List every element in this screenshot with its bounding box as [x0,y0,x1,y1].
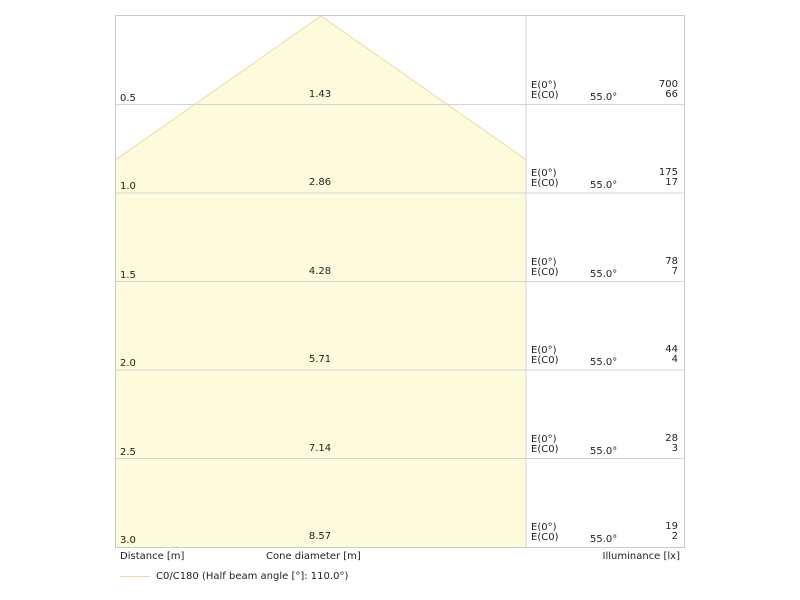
distance-value: 1.0 [120,181,136,192]
diagram-frame [115,15,685,548]
illuminance-ec0: 17 [665,177,678,188]
angle-value: 55.0° [590,268,618,280]
illuminance-ec0: 3 [671,442,678,454]
cone-diameter-value: 5.71 [308,354,332,365]
e0-label: E(0°) [531,256,557,268]
cone-diameter-value: 7.14 [308,442,332,454]
e0-label: E(0°) [531,345,557,356]
ec0-label: E(C0) [531,443,559,455]
cone-diameter-value: 4.28 [308,265,332,277]
cone-diameter-value: 2.86 [308,177,332,188]
angle-value: 55.0° [590,534,618,545]
illuminance-e0: 175 [658,167,678,178]
cone-diagram [116,16,684,547]
illuminance-e0: 78 [665,255,678,267]
legend: C0/C180 (Half beam angle [°]: 110.0°) [120,571,348,583]
distance-value: 2.5 [120,446,136,458]
distance-value: 3.0 [120,535,136,546]
cone-diameter-axis-label: Cone diameter [m] [266,551,361,562]
illuminance-e0: 28 [665,432,678,444]
e0-label: E(0°) [531,522,557,533]
ec0-label: E(C0) [531,355,559,366]
illuminance-e0: 44 [665,344,678,355]
angle-value: 55.0° [590,91,618,103]
distance-value: 1.5 [120,269,136,281]
illuminance-e0: 700 [658,78,678,90]
distance-axis-label: Distance [m] [120,551,185,562]
legend-line-swatch [120,575,150,577]
illuminance-ec0: 7 [671,265,678,277]
cone-diameter-value: 8.57 [308,531,332,542]
ec0-label: E(C0) [531,266,559,278]
illuminance-ec0: 2 [671,531,678,542]
ec0-label: E(C0) [531,532,559,543]
ec0-label: E(C0) [531,178,559,189]
distance-value: 2.0 [120,358,136,369]
angle-value: 55.0° [590,180,618,191]
angle-value: 55.0° [590,357,618,368]
angle-value: 55.0° [590,445,618,457]
beam-edge-left [116,16,322,160]
illuminance-e0: 19 [665,521,678,532]
e0-label: E(0°) [531,79,557,91]
illuminance-axis-label: Illuminance [lx] [602,551,681,562]
e0-label: E(0°) [531,433,557,445]
distance-value: 0.5 [120,92,136,104]
e0-label: E(0°) [531,168,557,179]
illuminance-ec0: 66 [665,88,678,100]
beam-edge-right [320,16,527,160]
legend-label: C0/C180 (Half beam angle [°]: 110.0°) [156,571,349,582]
illuminance-ec0: 4 [671,354,678,365]
ec0-label: E(C0) [531,89,559,101]
cone-diameter-value: 1.43 [308,88,332,100]
